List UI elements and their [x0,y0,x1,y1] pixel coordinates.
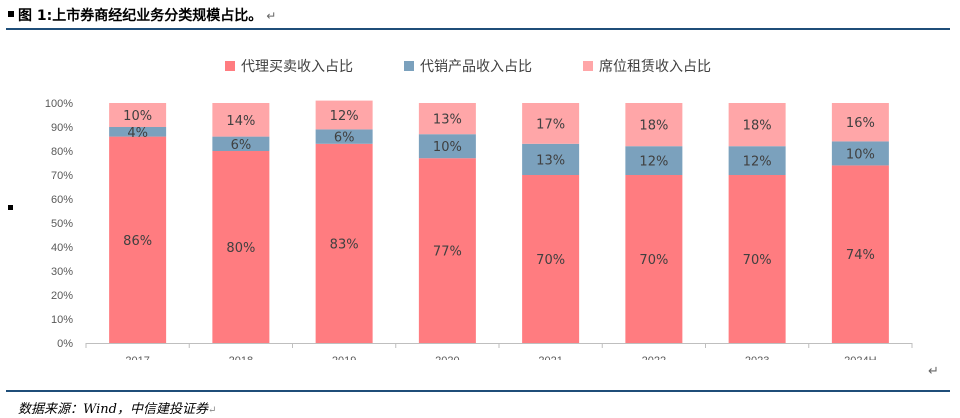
bar-segment [109,103,167,127]
data-label: 86% [123,234,152,249]
x-tick-label: 2019 [332,355,356,360]
bullet-square-icon [8,205,13,210]
x-tick-label: 2022 [642,355,666,360]
bar-segment [522,143,580,175]
x-tick-label: 2020 [435,355,459,360]
bar-segment [625,103,683,147]
data-label: 70% [743,253,772,268]
bar-segment [212,136,270,151]
bars: 86% 4% 10% 80% 6% 14% 83% 6% 12% 77% 10% 13% 70% 13% 1… [109,100,889,343]
legend-swatch [583,61,593,71]
data-label: 16% [846,116,875,131]
bar-segment [418,103,476,135]
return-mark-icon: ↵ [266,9,277,23]
y-tick-label: 60% [51,194,73,206]
bar-segment [831,141,889,166]
bar-segment [418,158,476,343]
y-tick-label: 50% [51,218,73,230]
legend-label: 席位租赁收入占比 [599,59,711,75]
top-rule [6,28,950,30]
x-tick-label: 2018 [229,355,253,360]
figure-title: 图 1:上市券商经纪业务分类规模占比。 ↵ [8,5,276,25]
chart-legend: 代理买卖收入占比 代销产品收入占比 席位租赁收入占比 [225,59,711,75]
bar-segment [831,165,889,343]
bar-segment [728,146,786,175]
data-label: 74% [846,248,875,263]
data-label: 18% [639,119,668,134]
legend-label: 代理买卖收入占比 [241,59,353,75]
data-label: 13% [433,113,462,128]
data-label: 14% [226,114,255,129]
data-label: 80% [226,241,255,256]
y-tick-label: 70% [51,170,73,182]
y-tick-label: 30% [51,266,73,278]
bar-segment [212,103,270,137]
bar-segment [109,127,167,137]
data-label: 18% [743,119,772,134]
data-label: 12% [743,155,772,170]
data-label: 4% [127,126,148,141]
bar-segment [315,100,373,130]
bar-segment [728,103,786,147]
figure-title-text: 图 1:上市券商经纪业务分类规模占比。 [18,8,263,24]
bar-segment [212,151,270,343]
x-tick-label: 2021 [538,355,562,360]
data-label: 10% [846,147,875,162]
figure-source: 数据来源：Wind，中信建投证券↵ [18,398,216,417]
data-label: 6% [334,131,355,146]
data-label: 77% [433,245,462,260]
y-tick-label: 40% [51,242,73,254]
data-label: 13% [536,153,565,168]
data-label: 10% [433,140,462,155]
bar-segment [418,134,476,159]
data-label: 70% [639,253,668,268]
source-text: 数据来源：Wind，中信建投证券 [18,402,208,417]
legend-label: 代销产品收入占比 [420,59,532,75]
bullet-square-icon [8,11,14,17]
bar-segment [109,136,167,343]
data-label: 10% [123,109,152,124]
data-label: 6% [231,138,252,153]
x-tick-label: 2023 [745,355,769,360]
bar-segment [522,103,580,144]
data-label: 12% [639,155,668,170]
y-tick-label: 80% [51,146,73,158]
return-mark-icon: ↵ [928,364,939,379]
legend-swatch [404,61,414,71]
data-label: 83% [330,237,359,252]
y-tick-label: 90% [51,122,73,134]
bar-segment [625,175,683,343]
bar-segment [625,146,683,175]
y-tick-label: 0% [57,338,73,350]
data-label: 12% [330,109,359,124]
figure-header: 图 1:上市券商经纪业务分类规模占比。 ↵ [0,0,960,28]
y-tick-label: 20% [51,290,73,302]
y-tick-label: 10% [51,314,73,326]
y-tick-label: 100% [45,98,73,110]
bar-segment [315,129,373,144]
x-tick-label: 2017 [125,355,149,360]
legend-swatch [225,61,235,71]
bar-segment [831,103,889,142]
x-tick-label: 2024H [844,355,876,360]
bar-segment [315,143,373,343]
x-axis: 2017 2018 2019 2020 2021 2022 2023 2024H [85,343,913,360]
bottom-rule [6,390,950,392]
stacked-bar-chart: 代理买卖收入占比 代销产品收入占比 席位租赁收入占比 0% 10% 20% 30% 40% 5… [45,59,913,360]
bar-segment [728,175,786,343]
return-mark-icon: ↵ [208,405,217,416]
data-label: 17% [536,117,565,132]
y-axis: 0% 10% 20% 30% 40% 50% 60% 70% 80% 90% 100% [45,98,73,350]
data-label: 70% [536,253,565,268]
bar-segment [522,175,580,343]
